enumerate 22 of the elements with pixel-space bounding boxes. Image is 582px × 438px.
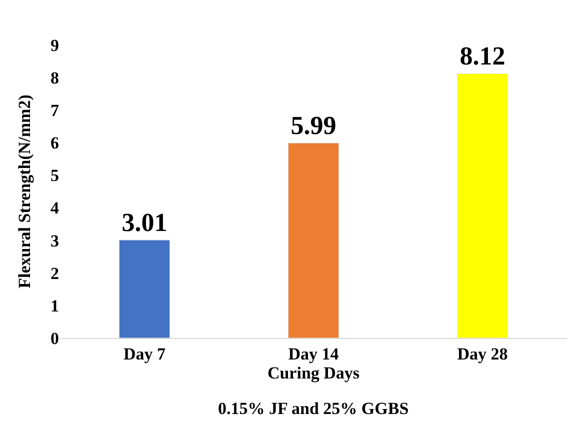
data-label: 3.01 (122, 208, 168, 238)
y-tick-label: 3 (50, 231, 59, 250)
y-tick-label: 8 (50, 68, 59, 88)
y-tick-label: 7 (50, 101, 60, 120)
x-tick-label: Day 7 (123, 344, 166, 364)
y-axis-title: Flexural Strength(N/mm2) (15, 94, 34, 288)
y-tick-label: 5 (50, 166, 59, 186)
bar (288, 142, 340, 338)
y-tick-label: 9 (50, 36, 59, 55)
y-tick-label: 2 (50, 264, 59, 283)
y-tick-label: 4 (50, 198, 60, 218)
bar (118, 240, 170, 338)
x-axis-title: Curing Days (267, 363, 360, 382)
y-tick-label: 1 (50, 296, 59, 316)
bar (456, 73, 508, 338)
x-tick-label: Day 14 (288, 344, 340, 364)
y-tick-label: 0 (50, 328, 59, 348)
data-label: 8.12 (460, 42, 506, 71)
y-tick-label: 6 (50, 134, 59, 153)
x-tick-label: Day 28 (457, 344, 508, 364)
text: 0.15% JF and 25% GGBS (218, 399, 409, 418)
data-label: 5.99 (290, 110, 336, 140)
